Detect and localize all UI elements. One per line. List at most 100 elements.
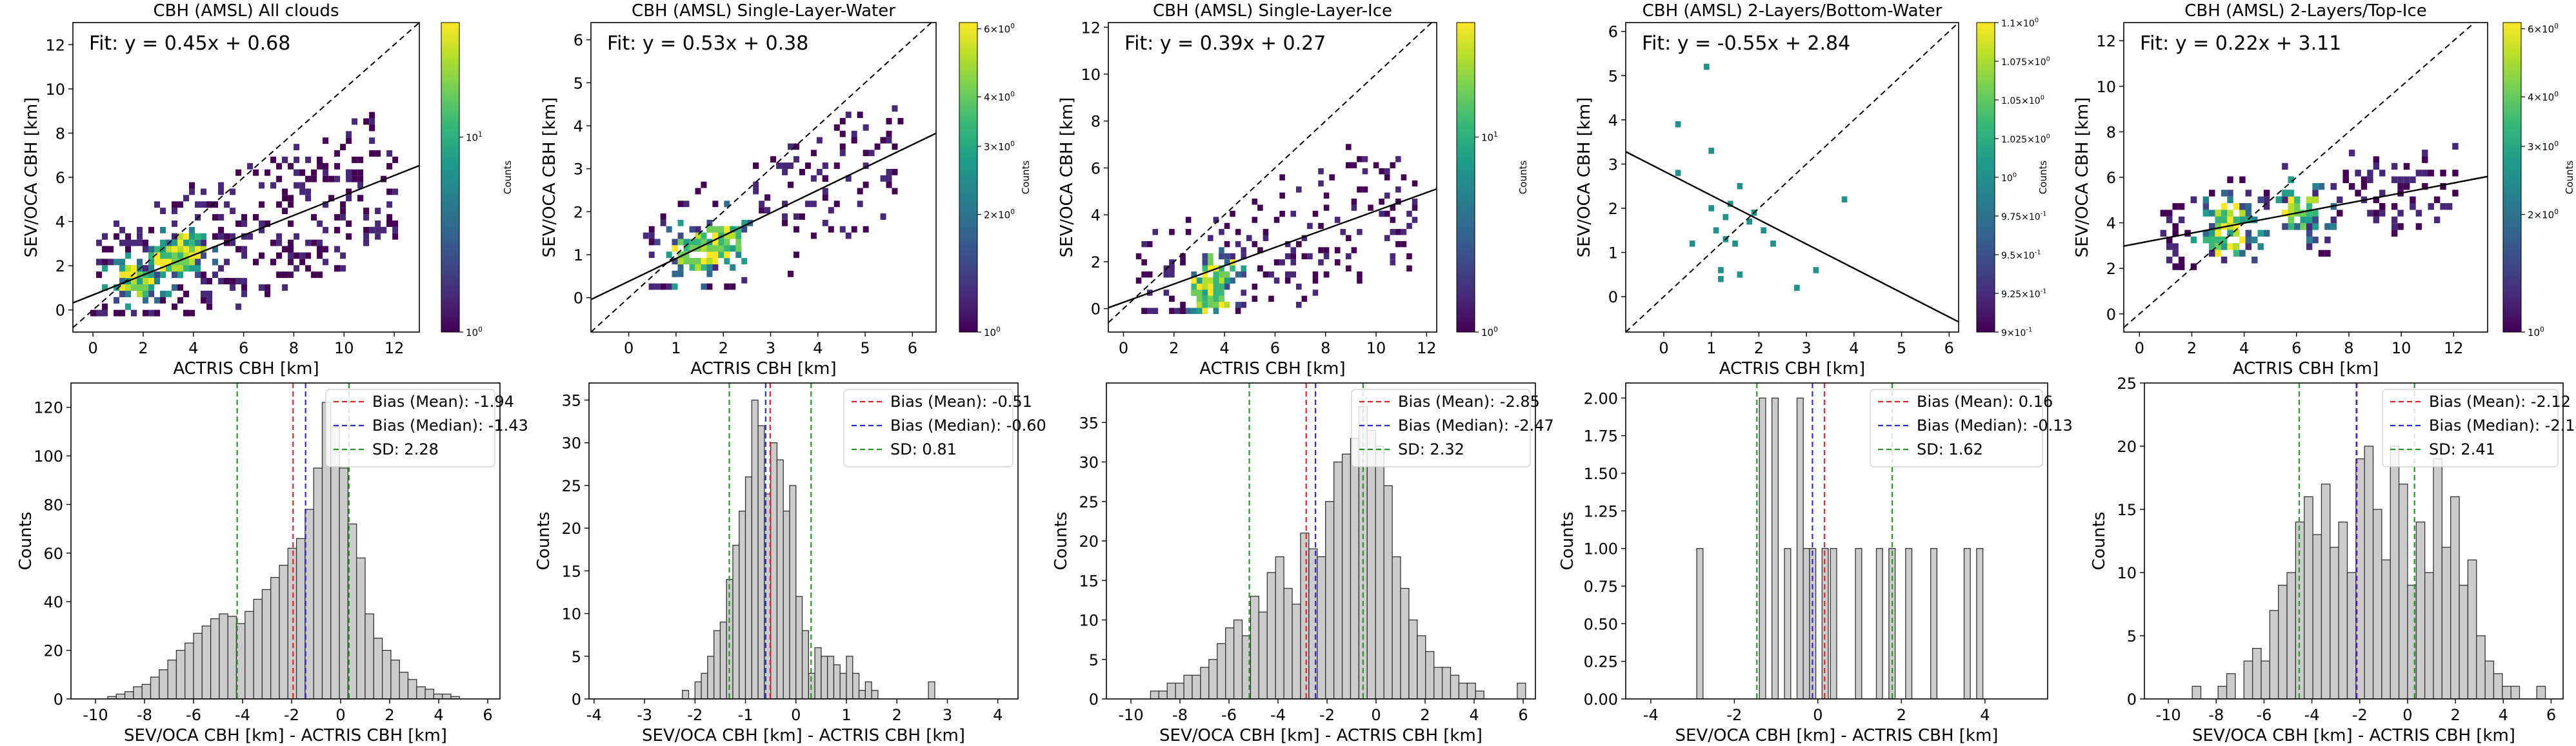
histogram-bar [141, 683, 152, 699]
heatmap-cell [282, 188, 288, 195]
heatmap-cell [137, 259, 143, 266]
heatmap-cell [1761, 227, 1767, 234]
x-tick-label: 4 [813, 339, 823, 357]
histogram-bar [2424, 572, 2434, 699]
heatmap-cell [369, 118, 375, 125]
histogram-bar [185, 642, 194, 699]
heatmap-cell [799, 213, 805, 220]
plot-area [682, 383, 935, 699]
heatmap-cell [148, 290, 155, 297]
plot-area [1108, 23, 1437, 324]
heatmap-cell [2312, 190, 2319, 197]
y-tick-label: 6 [2106, 169, 2116, 187]
x-tick-label: 4 [434, 706, 443, 724]
histogram-bar [115, 693, 126, 699]
heatmap-cell [706, 283, 713, 290]
heatmap-cell [317, 271, 323, 279]
heatmap-cell [724, 226, 730, 233]
heatmap-cell [288, 220, 294, 227]
heatmap-cell [212, 259, 219, 266]
y-tick-label: 25 [561, 477, 581, 495]
heatmap-cell [375, 220, 381, 227]
heatmap-cell [1213, 290, 1219, 296]
heatmap-cell [1412, 199, 1418, 205]
heatmap-cell [1346, 253, 1352, 260]
heatmap-cell [701, 181, 707, 188]
heatmap-cell [270, 239, 277, 246]
legend-label: Bias (Median): -2.47 [1398, 417, 1554, 435]
heatmap-cell [189, 309, 195, 317]
histogram-bar [150, 676, 160, 699]
heatmap-cell [2282, 196, 2288, 204]
heatmap-cell [119, 265, 126, 272]
heatmap-cell [1323, 204, 1330, 211]
heatmap-cell [1718, 267, 1724, 273]
heatmap-cell [1208, 235, 1213, 241]
heatmap-cell [195, 271, 201, 279]
heatmap-cell [2160, 230, 2167, 237]
heatmap-cell [119, 239, 126, 246]
histogram-bar [1450, 674, 1460, 699]
x-tick-label: -4 [235, 706, 250, 724]
heatmap-cell [1196, 295, 1203, 302]
x-tick-label: 2 [1897, 706, 1906, 724]
histogram-bar [2321, 484, 2331, 699]
heatmap-cell [288, 259, 294, 266]
plot-area [1696, 383, 1984, 699]
heatmap-cell [706, 226, 713, 233]
heatmap-cell [346, 169, 352, 176]
histogram-bar [261, 589, 272, 699]
heatmap-cell [288, 201, 294, 208]
heatmap-cell [2355, 170, 2361, 177]
y-tick-label: 5 [1089, 651, 1099, 669]
heatmap-cell [334, 162, 341, 170]
heatmap-cell [195, 259, 201, 266]
heatmap-cell [2190, 196, 2197, 204]
heatmap-cell [1384, 210, 1390, 217]
heatmap-cell [741, 277, 748, 284]
heatmap-cell [299, 169, 306, 176]
colorbar-label: Counts [2037, 161, 2049, 195]
y-tick-label: 5 [2127, 627, 2137, 645]
heatmap-cell [265, 284, 271, 291]
heatmap-cell [1722, 213, 1729, 221]
heatmap-cell [851, 226, 857, 233]
y-tick-label: 4 [1091, 206, 1101, 224]
histogram-bar [864, 681, 872, 699]
x-tick-label: -1 [738, 706, 754, 724]
histogram-bar [839, 672, 847, 699]
x-tick-label: 1 [841, 706, 851, 724]
heatmap-cell [177, 252, 184, 259]
heatmap-cell [114, 233, 120, 240]
heatmap-cell [1390, 204, 1396, 211]
heatmap-cell [183, 246, 190, 253]
heatmap-cell [1208, 295, 1213, 302]
histogram-bar [175, 649, 186, 699]
heatmap-cell [276, 175, 283, 182]
heatmap-cell [352, 175, 358, 182]
heatmap-cell [2227, 196, 2233, 204]
y-tick-label: 2 [2106, 260, 2116, 278]
histogram-bar [1175, 682, 1184, 699]
heatmap-cell [183, 290, 190, 297]
heatmap-cell [206, 278, 213, 285]
heatmap-cell [863, 162, 869, 169]
heatmap-cell [2318, 182, 2325, 190]
heatmap-cell [2288, 196, 2295, 204]
heatmap-cell [2440, 203, 2446, 210]
heatmap-cell [1312, 290, 1319, 296]
heatmap-cell [1746, 218, 1752, 225]
heatmap-cell [259, 226, 265, 233]
heatmap-cell [816, 137, 823, 144]
histogram-bar [2536, 685, 2546, 699]
heatmap-cell [2202, 203, 2210, 210]
y-tick-label: 0.50 [1584, 615, 1618, 633]
heatmap-cell [160, 252, 166, 259]
heatmap-cell [880, 137, 886, 144]
heatmap-cell [235, 278, 242, 285]
histogram-bar [707, 656, 715, 699]
heatmap-cell [1703, 63, 1710, 70]
x-axis-label: ACTRIS CBH [km] [173, 359, 319, 378]
heatmap-cell [1152, 308, 1159, 314]
heatmap-cell [201, 278, 207, 285]
